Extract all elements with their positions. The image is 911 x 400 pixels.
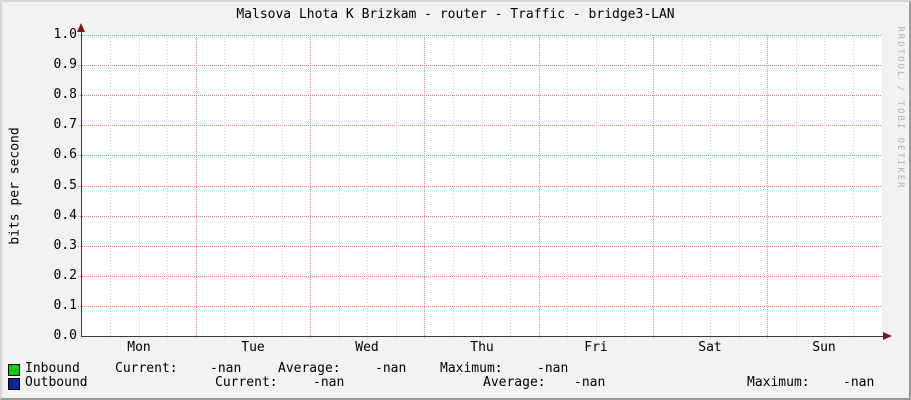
rrdtool-watermark: RRDTOOL / TOBI OETIKER (895, 26, 905, 190)
y-axis-title: bits per second (7, 127, 23, 245)
legend-current-label: Current: (115, 361, 178, 376)
x-tick-label: Wed (355, 340, 379, 355)
x-tick-label: Tue (241, 340, 265, 355)
x-axis-arrow-icon (883, 332, 892, 340)
legend-current-label: Current: (215, 375, 278, 390)
legend-outbound-label: Outbound (25, 375, 88, 390)
legend-current-value: -nan (210, 361, 242, 376)
legend-current-value: -nan (313, 375, 345, 390)
legend-maximum-value: -nan (843, 375, 875, 390)
legend-average-label: Average: (278, 361, 341, 376)
y-tick-label: 0.8 (53, 87, 77, 102)
legend-average-label: Average: (483, 375, 546, 390)
x-tick-label: Mon (127, 340, 151, 355)
legend-inbound-label: Inbound (25, 361, 80, 376)
y-tick-label: 0.9 (53, 57, 77, 72)
legend-maximum-label: Maximum: (747, 375, 810, 390)
y-tick-label: 0.7 (53, 117, 77, 132)
y-tick-label: 1.0 (53, 27, 77, 42)
y-axis-line (81, 30, 82, 336)
graph-title: Malsova Lhota K Brizkam - router - Traff… (236, 7, 675, 22)
y-tick-label: 0.4 (53, 208, 77, 223)
y-tick-label: 0.1 (53, 298, 77, 313)
x-tick-label: Sun (812, 340, 836, 355)
x-axis-line (81, 336, 885, 337)
outbound-swatch-icon (8, 378, 20, 390)
legend-average-value: -nan (375, 361, 407, 376)
y-tick-label: 0.3 (53, 238, 77, 253)
x-tick-label: Thu (470, 340, 494, 355)
y-tick-label: 0.5 (53, 178, 77, 193)
y-axis-arrow-icon (77, 23, 85, 32)
inbound-swatch-icon (8, 364, 20, 376)
legend-maximum-value: -nan (537, 361, 569, 376)
legend-maximum-label: Maximum: (440, 361, 503, 376)
x-tick-label: Fri (584, 340, 608, 355)
y-tick-label: 0.2 (53, 268, 77, 283)
x-tick-label: Sat (698, 340, 722, 355)
legend-average-value: -nan (574, 375, 606, 390)
y-tick-label: 0.0 (53, 328, 77, 343)
y-tick-label: 0.6 (53, 147, 77, 162)
